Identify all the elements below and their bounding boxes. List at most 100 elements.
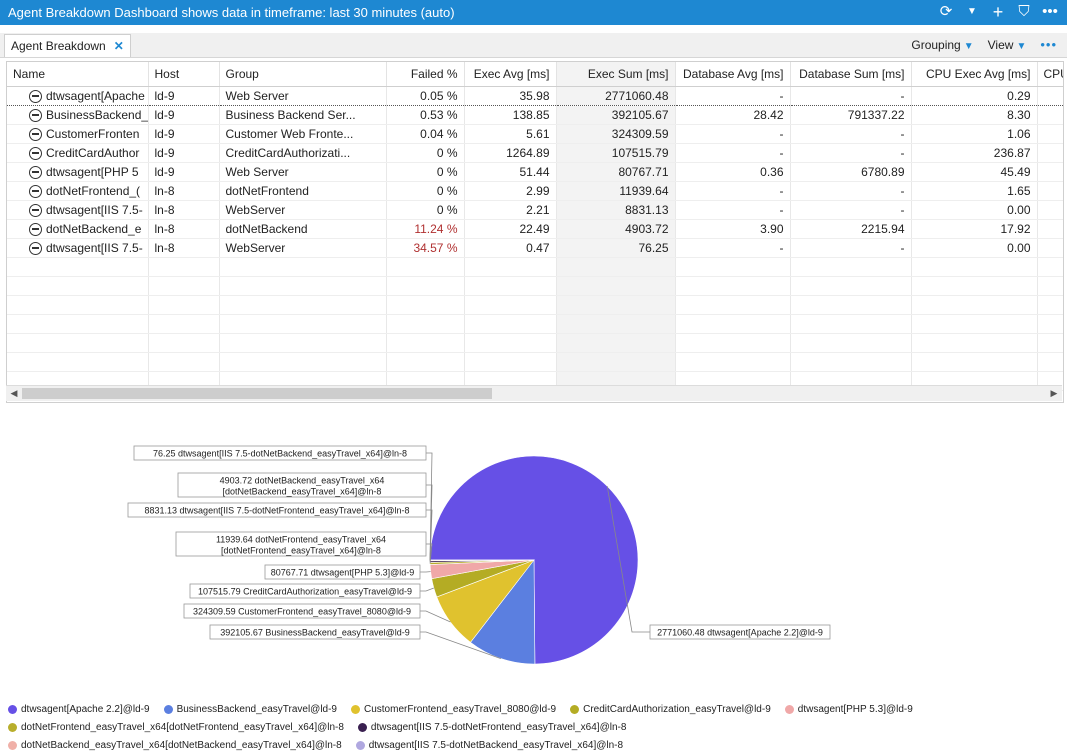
legend-label: dtwsagent[Apache 2.2]@ld-9 <box>21 704 150 715</box>
scroll-left-icon[interactable]: ◀ <box>7 386 21 401</box>
legend-item[interactable]: dtwsagent[IIS 7.5-dotNetBackend_easyTrav… <box>356 740 623 751</box>
legend-item[interactable]: dotNetFrontend_easyTravel_x64[dotNetFron… <box>8 722 344 733</box>
table-cell <box>911 315 1037 334</box>
column-header[interactable]: Name <box>7 62 148 87</box>
column-header[interactable]: Host <box>148 62 219 87</box>
legend-item[interactable]: dtwsagent[Apache 2.2]@ld-9 <box>8 704 150 715</box>
plus-icon[interactable]: + <box>987 2 1009 22</box>
more-icon[interactable]: ••• <box>1039 2 1061 22</box>
column-header[interactable]: CPU Ex <box>1037 62 1064 87</box>
table-cell: dotNetFrontend <box>219 182 386 201</box>
table-cell <box>219 353 386 372</box>
table-cell: BusinessBackend_ <box>7 106 148 125</box>
table-cell <box>675 334 790 353</box>
legend-item[interactable]: CustomerFrontend_easyTravel_8080@ld-9 <box>351 704 556 715</box>
table-cell: 0 % <box>386 201 464 220</box>
table-cell <box>1037 353 1064 372</box>
column-header[interactable]: CPU Exec Avg [ms] <box>911 62 1037 87</box>
legend-item[interactable]: BusinessBackend_easyTravel@ld-9 <box>164 704 337 715</box>
column-header[interactable]: Failed % <box>386 62 464 87</box>
table-cell: 236.87 <box>911 144 1037 163</box>
table-cell <box>219 258 386 277</box>
legend-label: CustomerFrontend_easyTravel_8080@ld-9 <box>364 704 556 715</box>
table-cell <box>675 258 790 277</box>
legend-item[interactable]: dtwsagent[IIS 7.5-dotNetFrontend_easyTra… <box>358 722 626 733</box>
agent-name: dtwsagent[IIS 7.5- <box>46 241 143 255</box>
table-cell: 45.49 <box>911 163 1037 182</box>
table-cell: - <box>675 239 790 258</box>
column-header[interactable]: Database Sum [ms] <box>790 62 911 87</box>
table-cell <box>1037 201 1064 220</box>
legend-item[interactable]: CreditCardAuthorization_easyTravel@ld-9 <box>570 704 771 715</box>
table-cell <box>386 296 464 315</box>
table-cell <box>1037 106 1064 125</box>
grouping-button[interactable]: Grouping▼ <box>911 36 973 56</box>
column-header[interactable]: Exec Avg [ms] <box>464 62 556 87</box>
legend-item[interactable]: dotNetBackend_easyTravel_x64[dotNetBacke… <box>8 740 342 751</box>
more-icon[interactable]: ••• <box>1040 36 1057 56</box>
scroll-right-icon[interactable]: ▶ <box>1047 386 1061 401</box>
table-cell <box>675 315 790 334</box>
refresh-icon[interactable]: ⟳ <box>935 2 957 22</box>
filter-icon[interactable]: ⛉ <box>1013 2 1035 22</box>
table-cell: 0.00 <box>911 239 1037 258</box>
column-header[interactable]: Group <box>219 62 386 87</box>
legend-swatch <box>351 705 360 714</box>
table-cell <box>219 296 386 315</box>
tab-toolbar: Grouping▼ View▼ ••• <box>911 36 1057 56</box>
table-cell: Web Server <box>219 163 386 182</box>
table-cell: 17.92 <box>911 220 1037 239</box>
table-cell: CustomerFronten <box>7 125 148 144</box>
legend-label: dotNetFrontend_easyTravel_x64[dotNetFron… <box>21 722 344 733</box>
horizontal-scrollbar[interactable]: ◀ ▶ <box>6 385 1062 401</box>
view-label: View <box>988 38 1014 52</box>
legend-label: dtwsagent[IIS 7.5-dotNetFrontend_easyTra… <box>371 722 626 733</box>
table-cell: 34.57 % <box>386 239 464 258</box>
agent-icon <box>29 128 42 141</box>
table-cell <box>911 277 1037 296</box>
chart-legend: dtwsagent[Apache 2.2]@ld-9 BusinessBacken… <box>8 700 1058 754</box>
legend-swatch <box>8 723 17 732</box>
legend-swatch <box>785 705 794 714</box>
table-cell <box>464 353 556 372</box>
legend-swatch <box>356 741 365 750</box>
agent-icon <box>29 90 42 103</box>
table-cell <box>911 258 1037 277</box>
tab-agent-breakdown[interactable]: Agent Breakdown✕ <box>4 34 131 57</box>
table-cell <box>1037 277 1064 296</box>
agent-name: CreditCardAuthor <box>46 146 139 160</box>
scrollbar-thumb[interactable] <box>22 388 492 399</box>
table-cell: 2771060.48 <box>556 87 675 106</box>
grouping-label: Grouping <box>911 38 960 52</box>
title-bar: Agent Breakdown Dashboard shows data in … <box>0 0 1067 25</box>
table-cell: 80767.71 <box>556 163 675 182</box>
close-icon[interactable]: ✕ <box>114 39 124 53</box>
table-cell: 1.65 <box>911 182 1037 201</box>
view-button[interactable]: View▼ <box>988 36 1027 56</box>
legend-item[interactable]: dtwsagent[PHP 5.3]@ld-9 <box>785 704 913 715</box>
chevron-down-icon[interactable]: ▼ <box>961 2 983 22</box>
empty-row <box>7 258 1064 277</box>
table-cell <box>1037 239 1064 258</box>
legend-swatch <box>8 705 17 714</box>
table-cell: 0.00 <box>911 201 1037 220</box>
legend-row: dotNetBackend_easyTravel_x64[dotNetBacke… <box>8 736 1058 754</box>
agent-icon <box>29 185 42 198</box>
table-cell: ld-9 <box>148 125 219 144</box>
column-header[interactable]: Database Avg [ms] <box>675 62 790 87</box>
table-cell <box>1037 315 1064 334</box>
table-cell <box>148 315 219 334</box>
column-header[interactable]: Exec Sum [ms] <box>556 62 675 87</box>
table-cell <box>386 334 464 353</box>
callout-label: 324309.59 CustomerFrontend_easyTravel_80… <box>193 607 411 617</box>
table-cell <box>148 258 219 277</box>
